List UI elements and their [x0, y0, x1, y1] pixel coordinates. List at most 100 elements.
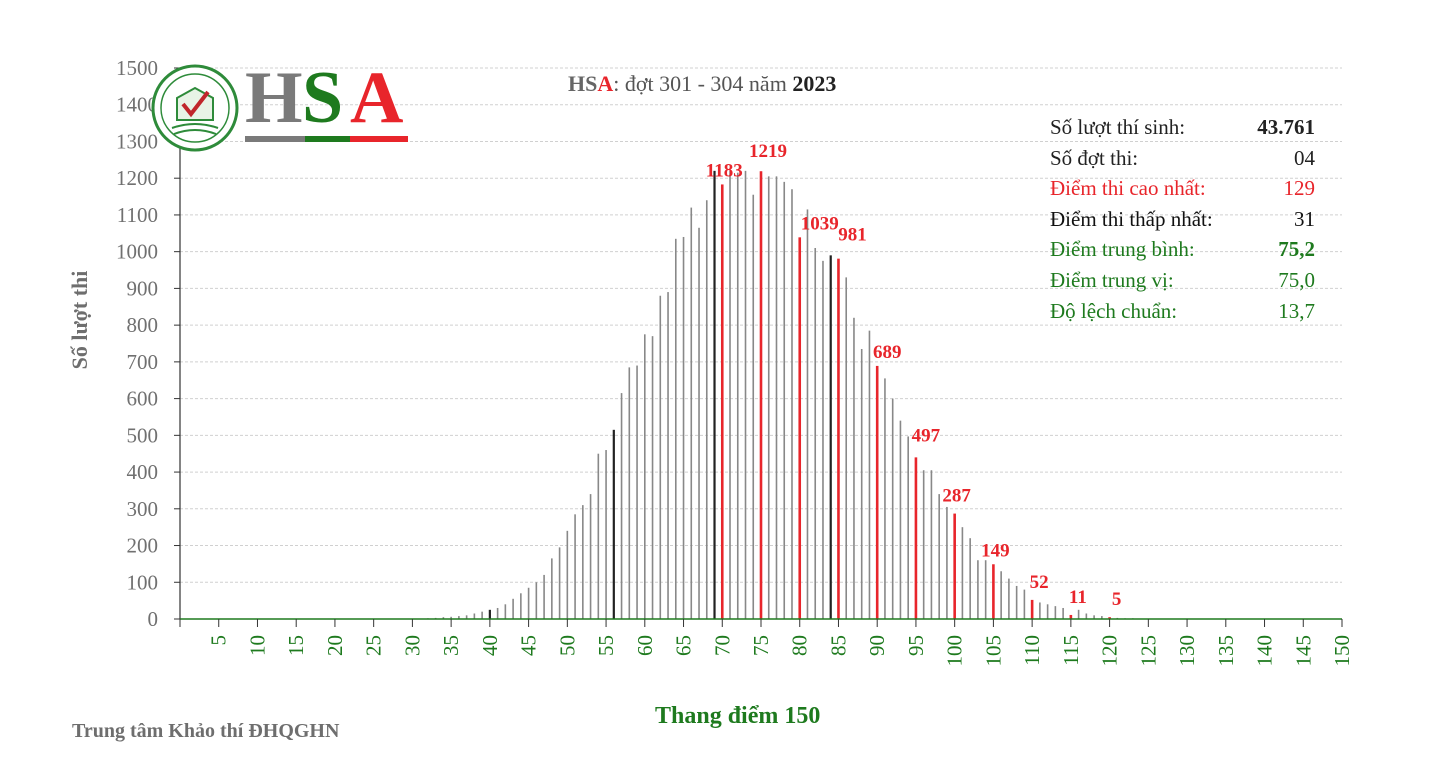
x-tick-label: 120: [1098, 635, 1122, 667]
y-tick-label: 600: [127, 387, 159, 411]
bar: [674, 238, 677, 619]
bar: [1015, 585, 1018, 619]
y-tick-label: 100: [127, 570, 159, 594]
bar: [953, 513, 956, 619]
bar: [713, 170, 716, 619]
x-tick-label: 80: [788, 635, 812, 656]
stat-value: 04: [1294, 145, 1315, 170]
x-tick-label: 70: [710, 635, 734, 656]
y-tick-label: 200: [127, 534, 159, 558]
bar: [744, 170, 747, 619]
bar: [504, 604, 507, 619]
bar: [759, 171, 763, 619]
y-tick-label: 300: [127, 497, 159, 521]
y-tick-label: 1200: [116, 166, 158, 190]
data-label: 1039: [801, 213, 839, 234]
logo-s: S: [302, 57, 344, 139]
bar: [845, 277, 848, 619]
title-hs: HS: [568, 71, 598, 96]
bar: [752, 194, 755, 620]
x-axis-title: Thang điểm 150: [655, 703, 821, 729]
bar: [488, 609, 491, 619]
bar: [481, 611, 483, 619]
stat-label: Điểm trung bình:: [1050, 237, 1195, 262]
x-tick-label: 125: [1136, 635, 1160, 667]
bar: [930, 470, 933, 619]
x-tick-label: 25: [362, 635, 386, 656]
stat-row: Độ lệch chuẩn: 13,7: [1050, 296, 1315, 327]
bar: [946, 506, 948, 619]
hsa-logo: H S A: [150, 58, 420, 158]
bar: [961, 527, 964, 619]
bar: [868, 330, 871, 619]
bar: [690, 207, 693, 619]
bar: [520, 593, 522, 619]
x-tick-label: 10: [245, 635, 269, 656]
bar: [543, 574, 545, 619]
bar: [682, 236, 685, 619]
data-label: 52: [1030, 572, 1049, 593]
x-tick-label: 75: [749, 635, 773, 656]
x-tick-label: 5: [207, 635, 231, 646]
x-tick-label: 20: [323, 635, 347, 656]
logo-graphic: [151, 64, 408, 152]
bar: [767, 176, 770, 619]
title-year: 2023: [792, 71, 837, 96]
y-tick-label: 1000: [116, 240, 158, 264]
x-tick-label: 90: [865, 635, 889, 656]
bar: [720, 184, 724, 619]
bar: [736, 172, 739, 619]
bar: [992, 564, 995, 619]
bar: [512, 598, 514, 619]
bar: [907, 436, 909, 619]
bar: [659, 295, 662, 619]
y-tick-label: 1400: [116, 93, 158, 117]
logo-a: A: [350, 57, 404, 139]
bar: [969, 538, 971, 619]
bar: [496, 607, 499, 619]
bar: [860, 349, 863, 619]
stat-row: Điểm trung vị: 75,0: [1050, 265, 1315, 296]
title-a: A: [597, 71, 614, 96]
data-label: 497: [912, 425, 941, 446]
bar: [783, 181, 786, 619]
y-tick-label: 900: [127, 276, 159, 300]
x-tick-label: 105: [981, 635, 1005, 667]
bar: [791, 189, 793, 619]
bar: [1093, 615, 1095, 619]
bar: [667, 292, 669, 619]
bar: [698, 227, 700, 620]
y-tick-label: 700: [127, 350, 159, 374]
x-tick-label: 45: [517, 635, 541, 656]
bar: [1030, 599, 1034, 619]
bar: [1101, 616, 1103, 619]
bar: [1000, 571, 1002, 619]
x-tick-label: 100: [943, 635, 967, 667]
x-tick-label: 40: [478, 635, 502, 656]
bar: [884, 378, 886, 619]
bar: [1039, 602, 1041, 619]
bar: [620, 393, 623, 619]
bar: [551, 558, 553, 619]
bar: [814, 247, 817, 619]
bar: [589, 494, 592, 619]
bar: [574, 514, 576, 619]
y-axis-title-text: Số lượt thi: [67, 270, 92, 370]
x-tick-label: 65: [672, 635, 696, 656]
y-tick-label: 1100: [117, 203, 158, 227]
bar: [1046, 604, 1049, 619]
bar: [535, 582, 538, 619]
bar: [1069, 614, 1073, 619]
bar: [605, 450, 607, 619]
stat-row: Điểm trung bình: 75,2: [1050, 234, 1315, 265]
bar: [527, 587, 530, 619]
bar: [729, 170, 731, 619]
bar: [1054, 606, 1057, 619]
bar: [829, 255, 832, 619]
bar: [1062, 607, 1064, 619]
stat-row: Điểm thi thấp nhất: 31: [1050, 204, 1315, 235]
y-tick-label: 500: [127, 423, 159, 447]
stat-value: 129: [1283, 176, 1316, 201]
x-tick-label: 35: [439, 635, 463, 656]
